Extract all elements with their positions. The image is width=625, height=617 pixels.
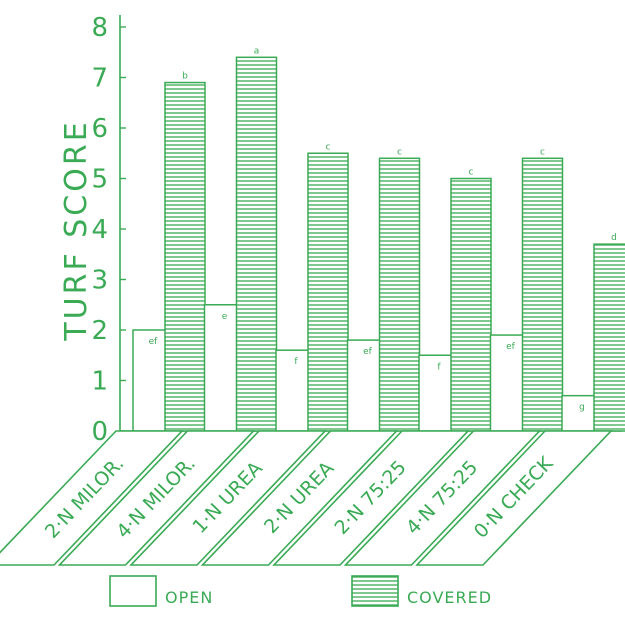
- category-panel: [57, 430, 256, 566]
- y-tick-label: 7: [91, 64, 108, 94]
- category-panel: [129, 430, 327, 566]
- bar-open-label: g: [579, 403, 585, 413]
- bar-covered: [235, 56, 278, 432]
- y-tick-label: 1: [91, 367, 108, 397]
- y-tick-label: 4: [91, 215, 108, 245]
- y-tick-label: 6: [91, 114, 108, 144]
- bar-open-label: ef: [363, 347, 373, 357]
- bar-covered-label: c: [540, 147, 545, 157]
- bar-open-label: e: [222, 312, 228, 322]
- bar-open-label: f: [437, 362, 441, 372]
- bar-covered: [164, 81, 206, 432]
- bar-covered-label: c: [326, 142, 331, 152]
- legend-swatch-covered: [351, 575, 399, 607]
- bar-covered: [593, 243, 625, 432]
- bar-covered: [307, 152, 349, 432]
- bar-covered-label: d: [611, 233, 617, 243]
- y-axis-title: TURF SCORE: [59, 119, 94, 341]
- bar-covered-label: b: [182, 72, 188, 82]
- y-tick-label: 5: [91, 165, 108, 195]
- legend-label-open: OPEN: [165, 588, 213, 607]
- y-tick-label: 2: [91, 316, 108, 346]
- bar-covered-label: c: [397, 147, 402, 157]
- bar-open-label: f: [294, 357, 298, 367]
- legend: OPEN COVERED: [109, 575, 492, 607]
- bar-covered: [521, 157, 564, 432]
- y-tick-label: 0: [91, 417, 108, 447]
- bar-covered-label: a: [254, 46, 260, 56]
- category-panel: [0, 430, 184, 566]
- category-panel: [200, 430, 399, 566]
- legend-label-covered: COVERED: [407, 588, 492, 607]
- bars: ef b e a f c ef c f c ef c g d: [132, 46, 625, 432]
- bar-covered: [450, 177, 492, 432]
- y-tick-label: 8: [91, 13, 108, 43]
- category-panel: [343, 430, 542, 566]
- category-panel: [272, 430, 470, 566]
- y-tick-label: 3: [91, 266, 108, 296]
- bar-covered: [378, 157, 421, 432]
- legend-swatch-open: [109, 575, 157, 607]
- bar-covered-label: c: [469, 168, 474, 178]
- category-panel: [415, 430, 613, 566]
- y-axis: 0 1 2 3 4 5 6 7 8: [91, 13, 622, 447]
- bar-open-label: ef: [506, 342, 516, 352]
- bar-open-label: ef: [149, 337, 159, 347]
